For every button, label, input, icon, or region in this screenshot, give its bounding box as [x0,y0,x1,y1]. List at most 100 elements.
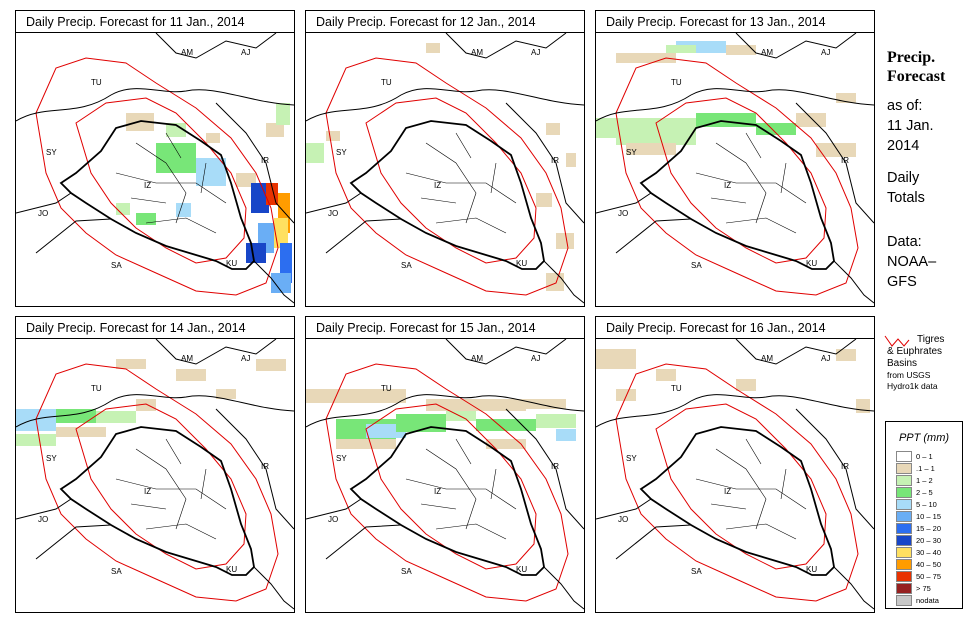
legend-swatch [896,559,912,570]
country-label-sa: SA [111,261,122,270]
country-label-am: AM [471,48,483,57]
iraq-border [639,120,835,270]
precip-cell [156,143,196,173]
panel-title: Daily Precip. Forecast for 15 Jan., 2014 [306,317,584,339]
country-label-am: AM [181,354,193,363]
as-of-block: as of: 11 Jan. 2014 [887,96,934,156]
totals-label: Totals [887,190,925,206]
country-label-tu: TU [381,384,392,393]
basin-outline [365,97,537,264]
country-border [155,33,277,59]
country-label-aj: AJ [531,354,540,363]
as-of-date: 11 Jan. [887,118,934,134]
country-label-jo: JO [328,515,338,524]
legend-item: 5 – 10 [896,499,937,510]
basin-outline [615,363,859,602]
basin-outline [35,363,279,602]
country-label-jo: JO [618,515,628,524]
country-label-ku: KU [226,259,237,268]
country-border [795,408,874,530]
precip-cell [616,53,676,63]
country-border [306,394,584,428]
iraq-border [59,120,255,270]
province-border [425,448,477,530]
country-label-aj: AJ [241,48,250,57]
country-label-aj: AJ [821,354,830,363]
country-label-sy: SY [46,454,57,463]
legend-swatch [896,595,912,606]
iraq-border [349,120,545,270]
legend-label: 50 – 75 [916,572,942,581]
legend-swatch [896,475,912,486]
legend-label: nodata [916,596,939,605]
country-border [596,88,874,122]
legend-item: 20 – 30 [896,535,941,546]
country-label-ir: IR [551,156,559,165]
country-label-tu: TU [671,78,682,87]
precip-cell [426,43,440,53]
country-border [833,566,874,610]
legend-label: 5 – 10 [916,500,937,509]
country-label-jo: JO [38,515,48,524]
precip-map: AM AJ TU SY IR IZ JO SA KU [596,339,874,612]
country-label-ir: IR [551,462,559,471]
province-border [145,217,217,234]
province-border [435,523,507,540]
province-border [200,162,207,194]
province-border [420,197,457,204]
province-border [165,438,182,465]
country-label-am: AM [761,48,773,57]
legend-swatch [896,487,912,498]
legend-swatch [896,535,912,546]
country-border [253,260,294,304]
daily-totals: Daily Totals [887,168,925,208]
country-label-ku: KU [806,565,817,574]
country-label-tu: TU [671,384,682,393]
legend-item: 2 – 5 [896,487,933,498]
province-border [695,478,807,510]
data-label: Data: [887,234,922,250]
country-label-sy: SY [46,148,57,157]
data-source-line2: GFS [887,274,917,290]
panel-title: Daily Precip. Forecast for 13 Jan., 2014 [596,11,874,33]
country-border [795,102,874,224]
country-label-ku: KU [226,565,237,574]
precip-cell [306,389,406,403]
country-border [35,524,112,560]
legend-swatch [896,547,912,558]
province-border [130,503,167,510]
province-border [420,503,457,510]
precip-cell [816,143,856,157]
precip-cell [566,153,576,167]
province-border [490,162,497,194]
province-border [710,503,747,510]
legend-label: 10 – 15 [916,512,942,521]
data-source-line1: NOAA– [887,254,937,270]
precip-cell [196,158,226,186]
country-label-iz: IZ [144,181,151,190]
country-label-ir: IR [841,156,849,165]
country-label-am: AM [471,354,483,363]
precip-cell [546,273,564,291]
province-border [725,217,797,234]
side-title-line2: Forecast [887,68,946,85]
map-svg: AM AJ TU SY IR IZ JO SA KU [596,33,874,304]
legend-item: 50 – 75 [896,571,941,582]
forecast-panel-4: Daily Precip. Forecast for 14 Jan., 2014… [15,316,295,613]
precip-cell [796,113,826,127]
precip-cell [596,349,636,369]
country-label-tu: TU [91,78,102,87]
panel-title: Daily Precip. Forecast for 11 Jan., 2014 [16,11,294,33]
legend-item: 30 – 40 [896,547,941,558]
country-border [253,566,294,610]
country-label-sa: SA [691,567,702,576]
country-label-aj: AJ [821,48,830,57]
side-title-line1: Precip. [887,49,936,66]
country-border [505,408,584,530]
country-label-sy: SY [336,148,347,157]
precip-cell [506,399,566,409]
side-title: Precip. Forecast [887,48,945,86]
precip-cell [446,409,476,421]
legend-item: .1 – 1 [896,463,935,474]
country-border [615,524,692,560]
